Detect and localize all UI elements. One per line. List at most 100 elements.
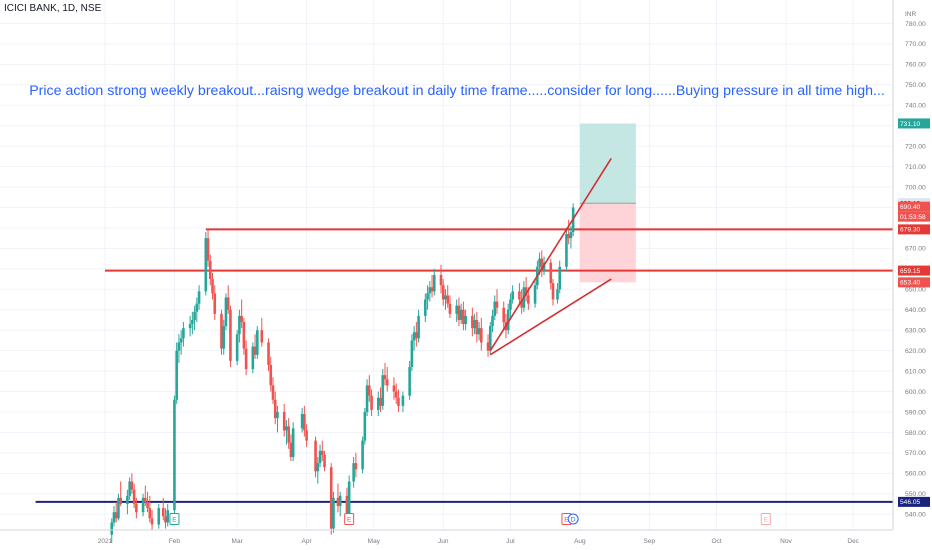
price-tick-label: 720.00 [905,143,926,150]
candle-body [285,426,288,431]
candle-body [260,330,264,343]
stop-zone[interactable] [579,203,636,283]
price-tag [898,265,930,276]
candle-body [520,299,523,308]
candle-body [558,266,562,290]
price-tick-label: 580.00 [905,430,926,437]
candle-body [569,232,573,239]
candle-body [244,348,248,370]
candle-body [540,258,544,271]
candle-body [173,399,176,511]
candle-body [220,313,223,349]
candle-body [365,385,369,412]
price-tag-label: 01:53:58 [900,214,926,221]
position-box[interactable] [579,123,636,283]
candle-body [271,385,275,400]
candle-body [511,291,514,300]
candle-body [305,430,308,441]
candle-body [448,303,452,314]
price-tick-label: 590.00 [905,409,926,416]
candle-body [379,397,382,406]
time-axis[interactable]: Dec2021FebMarAprMayJunJulAugSepOctNovDec [0,529,893,545]
price-axis[interactable]: INR 540.00 550.00 560.00 570.00 580.00 590.00… [892,0,932,530]
candle-body [509,299,512,310]
price-axis-bg [893,0,932,530]
candle-body [182,328,185,339]
candle-body [428,287,432,294]
candle-body [135,504,138,513]
price-tick-label: 550.00 [905,491,926,498]
currency-label: INR [905,11,917,18]
price-tick-label: 620.00 [905,348,926,355]
price-tag [898,201,930,212]
wedge-lines[interactable] [489,157,612,356]
candle-body [126,495,129,505]
candles [110,203,575,543]
candle-body [462,309,465,325]
wedge-line[interactable] [489,278,612,356]
earnings-marker[interactable] [169,513,180,525]
candle-body [224,297,228,327]
candle-body [318,450,322,464]
candle-body [191,319,194,325]
symbol-title: ICICI BANK, 1D, NSE [4,3,102,14]
candle-body [150,518,154,525]
horizontal-levels[interactable] [35,228,893,503]
price-tag-label: 653.40 [900,280,921,287]
price-tick-label: 570.00 [905,450,926,457]
candle-body [397,397,400,406]
idea-annotation[interactable]: Price action strong weekly breakout...ra… [29,83,885,99]
price-tick-label: 760.00 [905,62,926,69]
price-tick-label: 740.00 [905,103,926,110]
candle-body [256,330,259,355]
price-tick-label: 670.00 [905,246,926,253]
candle-body [415,332,418,339]
candle-body [157,508,161,525]
price-tick-label: 600.00 [905,389,926,396]
candle-body [457,305,461,320]
dividend-marker[interactable] [567,513,579,525]
event-marker-letter: E [347,516,352,523]
candle-body [446,295,450,304]
candle-body [444,295,447,300]
candle-body [144,497,147,502]
candle-body [412,332,416,341]
earnings-marker[interactable] [344,513,355,525]
price-tick-label: 650.00 [905,287,926,294]
candle-body [491,315,494,327]
candle-body [197,291,201,304]
candle-body [480,328,483,343]
candle-body [188,324,192,329]
candle-body [495,301,499,308]
candle-body [506,309,510,331]
candle-body [289,442,293,457]
candle-body [424,299,427,316]
candle-body [381,375,385,406]
candle-body [475,319,479,335]
candle-body [459,309,463,320]
wedge-line[interactable] [489,157,612,352]
candle-body [401,395,405,406]
candle-body [368,385,371,396]
candle-body [213,293,217,314]
candle-body [316,463,320,472]
candle-body [439,274,443,286]
candle-body [527,295,530,304]
price-tag [898,118,930,129]
time-tick-label: Jun [438,538,449,545]
candle-body [253,346,257,355]
price-tag-label: 659.15 [900,268,921,275]
price-tick-label: 710.00 [905,164,926,171]
candle-body [542,262,546,271]
price-tick-label: 560.00 [905,471,926,478]
candle-body [251,346,255,370]
candle-body [471,315,474,329]
candle-body [385,379,389,386]
time-tick-label: Apr [302,538,313,545]
candle-body [161,508,165,517]
earnings-marker[interactable] [760,513,771,525]
price-tick-label: 770.00 [905,41,926,48]
candle-body [323,454,326,468]
